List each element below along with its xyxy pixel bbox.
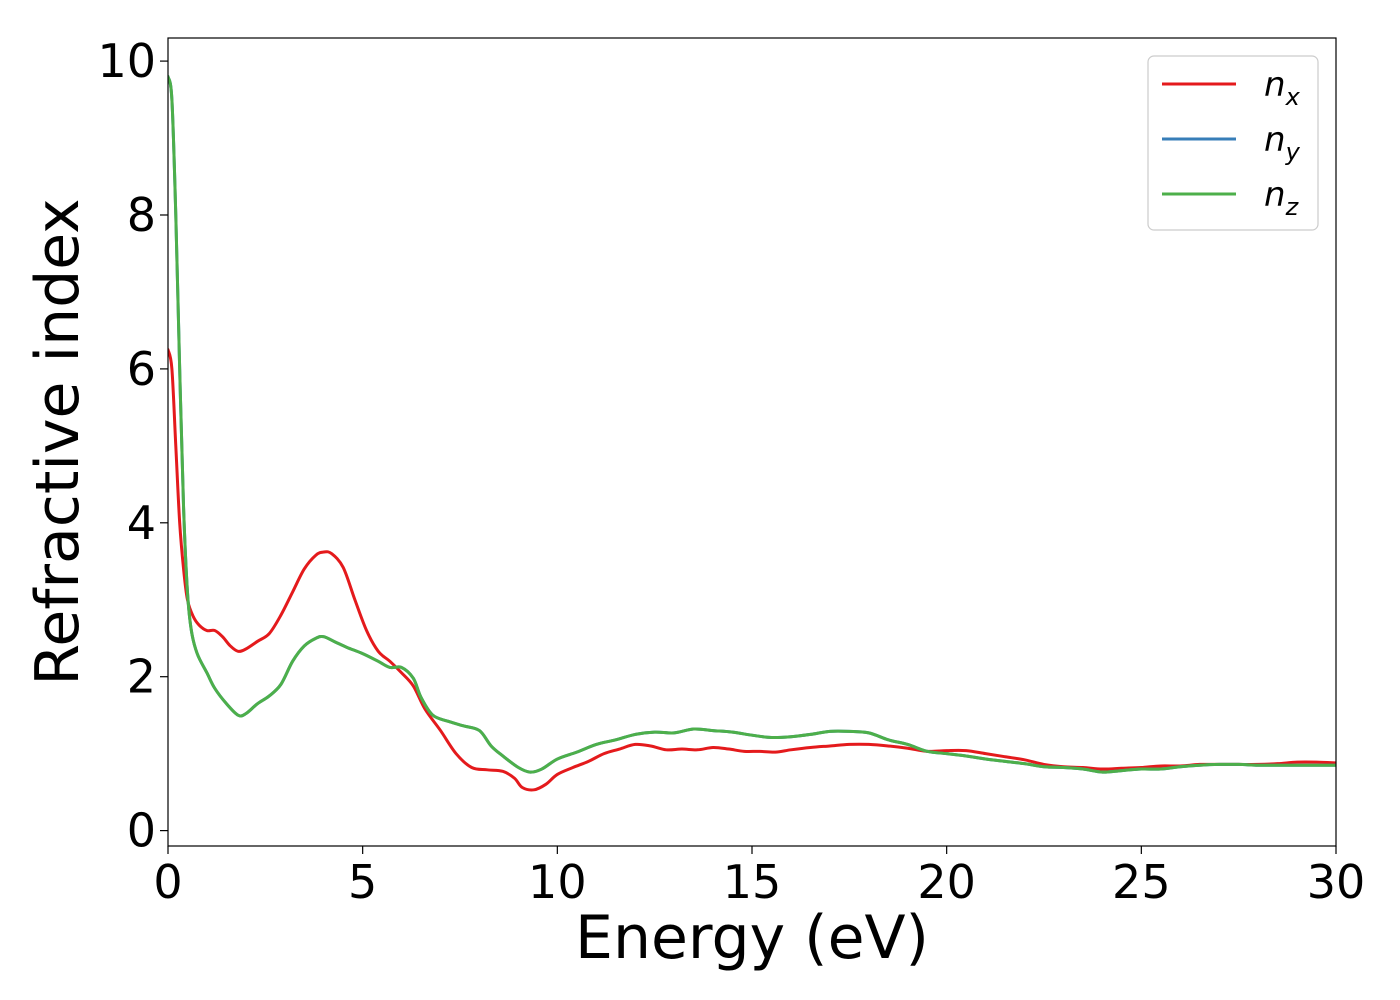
y-tick-label: 6 — [127, 342, 156, 396]
y-tick-label: 8 — [127, 188, 156, 242]
x-tick-label: 0 — [153, 855, 182, 909]
x-tick-label: 15 — [723, 855, 782, 909]
y-tick-label: 4 — [127, 496, 156, 550]
legend-label-nx: nx — [1264, 65, 1301, 111]
y-tick-label: 2 — [127, 650, 156, 704]
legend-box — [1147, 55, 1319, 231]
series-line-nz — [168, 74, 1336, 774]
plot-area — [168, 74, 1336, 792]
x-tick-label: 30 — [1307, 855, 1366, 909]
legend-label-nz: nz — [1264, 175, 1300, 221]
x-axis-title: Energy (eV) — [575, 903, 929, 973]
y-axis-title: Refractive index — [23, 198, 93, 685]
y-tick-label: 10 — [97, 34, 156, 88]
x-tick-label: 20 — [917, 855, 976, 909]
y-tick-label: 0 — [127, 804, 156, 858]
plot-frame — [167, 37, 1337, 847]
x-tick-label: 5 — [348, 855, 377, 909]
legend-label-ny: ny — [1264, 120, 1301, 166]
series-layer — [168, 74, 1336, 792]
legend: nx ny nz — [1147, 55, 1319, 231]
x-tick-label: 25 — [1112, 855, 1171, 909]
ticks-layer: 0 5 10 15 20 25 30 0 2 4 6 8 10 — [97, 34, 1365, 909]
x-tick-label: 10 — [528, 855, 587, 909]
